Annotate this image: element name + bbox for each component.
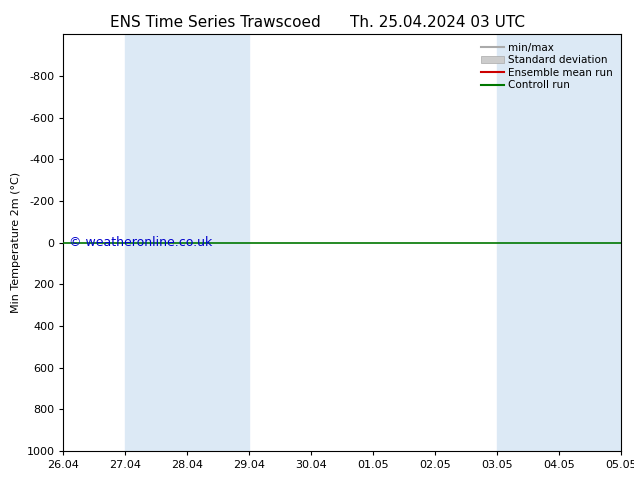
Bar xyxy=(126,34,249,451)
Text: © weatheronline.co.uk: © weatheronline.co.uk xyxy=(69,236,212,249)
Y-axis label: Min Temperature 2m (°C): Min Temperature 2m (°C) xyxy=(11,172,21,313)
Text: ENS Time Series Trawscoed      Th. 25.04.2024 03 UTC: ENS Time Series Trawscoed Th. 25.04.2024… xyxy=(110,15,524,30)
Legend: min/max, Standard deviation, Ensemble mean run, Controll run: min/max, Standard deviation, Ensemble me… xyxy=(478,40,616,94)
Bar xyxy=(497,34,621,451)
